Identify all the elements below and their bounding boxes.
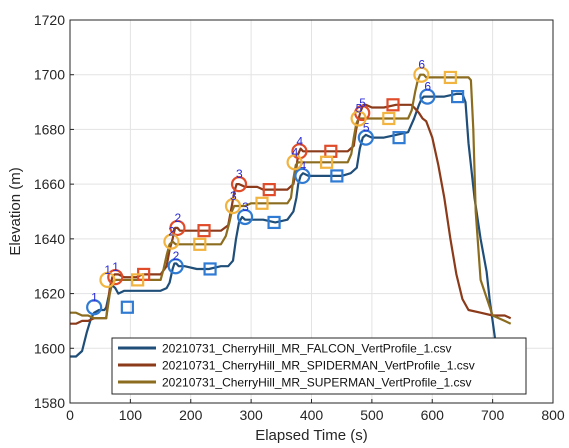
x-tick-label: 800 — [541, 407, 565, 423]
marker-number-label: 2 — [174, 211, 181, 225]
square-marker — [267, 215, 281, 230]
series-line-1 — [70, 92, 497, 358]
square-marker — [392, 131, 406, 145]
square-marker — [451, 89, 465, 104]
x-tick-label: 100 — [119, 407, 143, 423]
series-lines — [70, 73, 512, 358]
x-tick-label: 400 — [300, 407, 324, 423]
y-tick-label: 1640 — [34, 231, 65, 247]
y-tick-label: 1720 — [34, 12, 65, 28]
square-marker — [330, 169, 344, 183]
marker-number-label: 5 — [359, 96, 366, 110]
circle-marker — [236, 208, 254, 226]
square-marker — [382, 111, 396, 126]
y-tick-label: 1580 — [34, 395, 65, 411]
marker-number-label: 6 — [424, 80, 431, 94]
legend-entry-3: 20210731_CherryHill_MR_SUPERMAN_VertProf… — [162, 376, 471, 390]
marker-number-label: 1 — [112, 260, 119, 274]
circle-marker — [107, 269, 124, 286]
circle-marker — [99, 271, 116, 288]
square-marker — [193, 237, 207, 251]
x-tick-label: 500 — [360, 407, 384, 423]
circle-marker — [167, 258, 184, 275]
legend-entry-2: 20210731_CherryHill_MR_SPIDERMAN_VertPro… — [162, 359, 475, 373]
marker-number-label: 3 — [230, 189, 237, 203]
marker-number-label: 5 — [356, 101, 363, 115]
marker-number-label: 4 — [296, 134, 303, 148]
y-tick-label: 1660 — [34, 176, 65, 192]
circle-marker — [294, 167, 311, 185]
circle-marker — [286, 154, 303, 171]
circle-marker — [86, 299, 103, 316]
x-tick-label: 300 — [239, 407, 263, 423]
circle-marker — [357, 129, 374, 146]
marker-number-label: 3 — [236, 167, 243, 181]
x-tick-label: 0 — [66, 407, 74, 423]
legend-entry-1: 20210731_CherryHill_MR_FALCON_VertProfil… — [162, 342, 451, 356]
legend-box — [111, 337, 527, 395]
x-axis-title: Elapsed Time (s) — [255, 427, 368, 444]
square-marker — [443, 70, 457, 85]
marker-number-label: 1 — [104, 263, 111, 277]
marker-number-label: 6 — [418, 58, 425, 72]
legend: 20210731_CherryHill_MR_FALCON_VertProfil… — [111, 337, 527, 395]
x-tick-label: 600 — [421, 407, 445, 423]
square-marker — [120, 300, 134, 314]
marker-number-label: 1 — [91, 290, 98, 304]
marker-number-label: 2 — [173, 249, 180, 263]
marker-number-label: 3 — [242, 200, 249, 214]
marker-number-label: 2 — [168, 225, 175, 239]
circle-marker — [224, 197, 242, 215]
square-marker — [203, 262, 217, 276]
circle-marker — [163, 233, 180, 250]
marker-number-label: 4 — [292, 145, 299, 159]
square-marker — [197, 224, 211, 238]
square-marker — [131, 273, 145, 287]
y-tick-label: 1620 — [34, 286, 65, 302]
axis-ticks: 0 100 200 300 400 500 600 700 800158016001620164… — [34, 12, 565, 423]
circle-marker — [350, 110, 367, 127]
x-tick-label: 700 — [481, 407, 505, 423]
square-marker — [262, 183, 276, 197]
series-line-2 — [70, 103, 512, 325]
circle-marker — [169, 219, 186, 237]
markers: 1 2 3 4 5 6 1 2 3 4 5 1 2 3 4 5 6 — [86, 58, 465, 316]
circle-marker — [230, 176, 248, 193]
y-axis-title: Elevation (m) — [7, 167, 24, 255]
circle-marker — [413, 66, 430, 83]
square-marker — [319, 155, 334, 169]
y-tick-label: 1680 — [34, 121, 65, 137]
y-tick-label: 1700 — [34, 67, 65, 83]
y-tick-label: 1600 — [34, 340, 65, 356]
square-marker — [255, 196, 269, 210]
square-marker — [386, 98, 400, 112]
circle-marker — [419, 88, 436, 105]
marker-number-label: 5 — [363, 121, 370, 135]
marker-number-label: 4 — [299, 159, 306, 173]
x-tick-label: 200 — [179, 407, 203, 423]
